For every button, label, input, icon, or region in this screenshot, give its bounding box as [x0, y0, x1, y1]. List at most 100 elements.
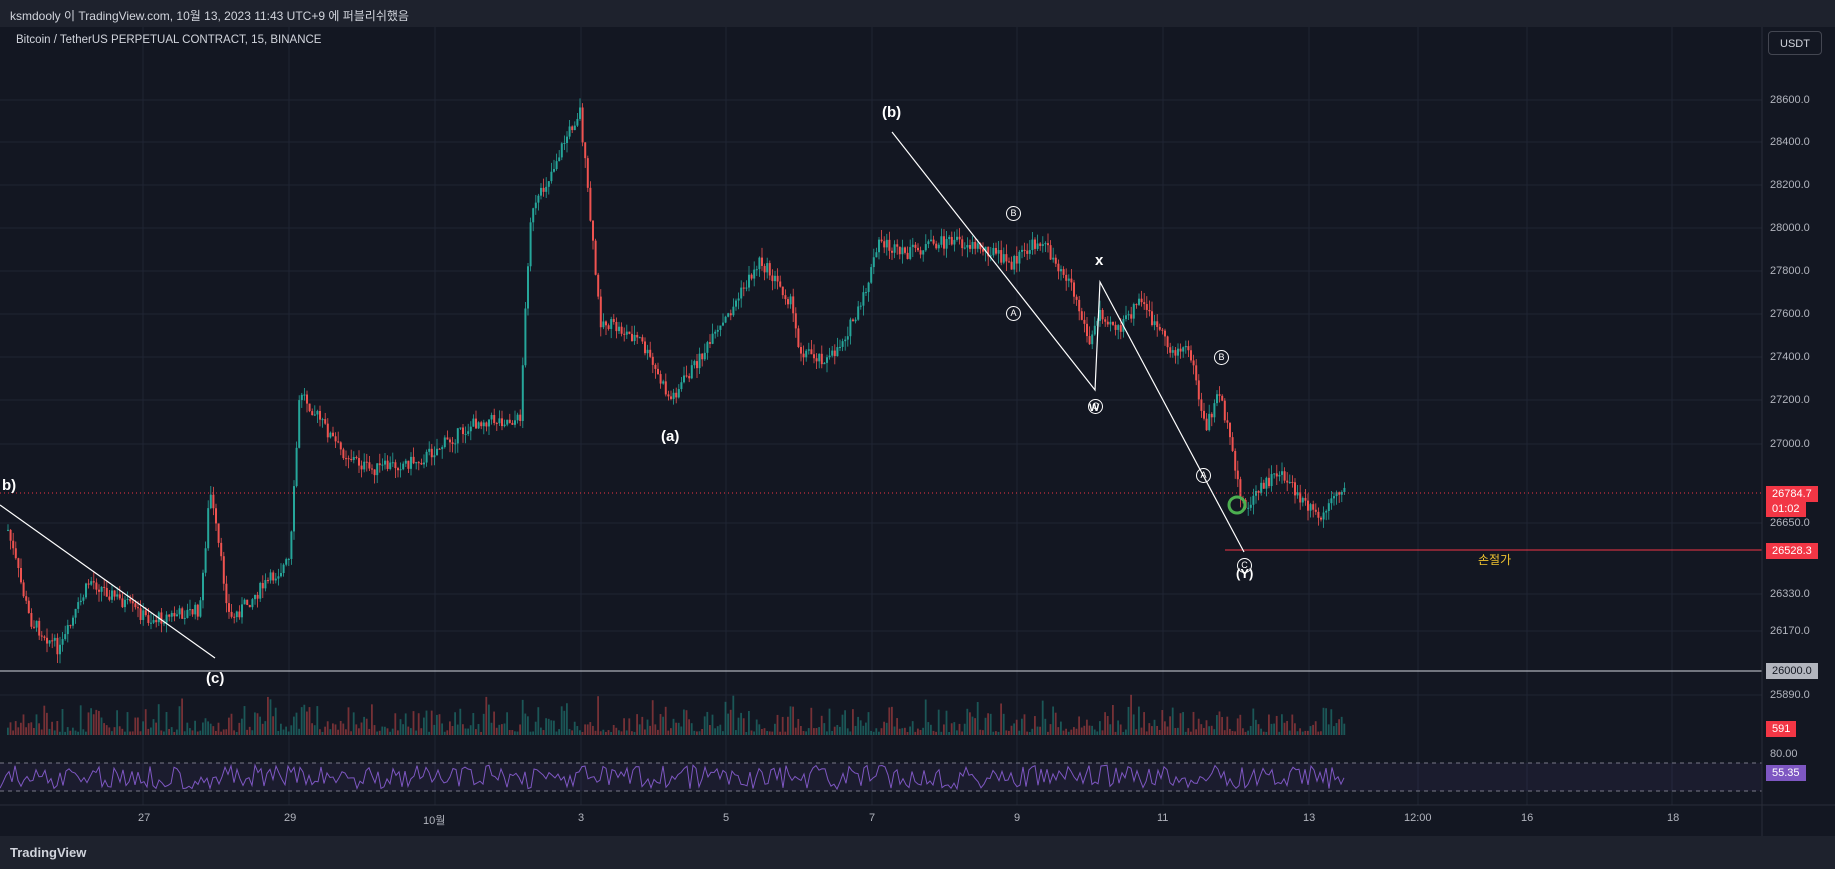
volume-bar	[1021, 718, 1023, 735]
volume-bar	[768, 731, 771, 735]
candle-body	[1070, 278, 1073, 283]
candle-body	[859, 305, 862, 307]
candle-body	[1195, 365, 1198, 381]
volume-bar	[680, 726, 683, 735]
volume-bar	[1151, 726, 1153, 735]
volume-bar	[264, 721, 267, 735]
volume-bar	[74, 730, 77, 735]
volume-bar	[953, 722, 956, 735]
volume-bar	[222, 729, 225, 735]
volume-bar	[807, 728, 810, 735]
candle-body	[560, 143, 563, 158]
candle-body	[51, 640, 54, 642]
volume-bar	[888, 707, 891, 735]
candle-body	[995, 247, 997, 254]
volume-bar	[495, 727, 498, 735]
candle-body	[1343, 487, 1346, 493]
volume-bar	[20, 722, 22, 735]
candle-body	[454, 443, 457, 445]
candle-body	[563, 143, 566, 145]
candle-body	[215, 508, 217, 524]
volume-bar	[1322, 707, 1325, 735]
candle-body	[1262, 482, 1265, 489]
candle-body	[1125, 315, 1127, 320]
volume-bar	[1270, 723, 1273, 735]
volume-bar	[607, 730, 610, 735]
volume-bar	[1260, 728, 1262, 735]
candle-body	[992, 247, 995, 256]
volume-bar	[350, 731, 352, 735]
volume-bar	[711, 714, 714, 735]
circle-label-B2: B	[1214, 350, 1229, 365]
volume-bar	[948, 731, 950, 735]
candle-body	[196, 604, 199, 617]
volume-bar	[1296, 731, 1299, 735]
price-tick: 26650.0	[1770, 517, 1810, 529]
candle-body	[911, 244, 914, 248]
volume-bar	[90, 708, 92, 735]
candle-body	[1023, 249, 1026, 251]
candle-body	[373, 469, 376, 476]
candle-body	[849, 319, 852, 337]
volume-bar	[116, 710, 118, 735]
volume-bar	[462, 724, 464, 735]
volume-bar	[430, 710, 433, 735]
volume-bar	[672, 718, 675, 735]
candle-body	[1151, 311, 1153, 326]
candle-body	[121, 598, 124, 608]
tradingview-brand[interactable]: TradingView	[10, 845, 87, 860]
volume-bar	[449, 721, 451, 735]
volume-bar	[833, 726, 836, 735]
candle-body	[168, 614, 171, 617]
candle-body	[1286, 480, 1289, 483]
volume-bar	[745, 731, 748, 735]
candle-body	[516, 414, 519, 421]
candle-body	[495, 422, 498, 424]
candle-body	[1312, 504, 1315, 510]
candle-body	[319, 410, 321, 420]
currency-button[interactable]: USDT	[1768, 31, 1822, 55]
candle-body	[948, 236, 951, 240]
candle-body	[493, 415, 496, 423]
volume-bar	[173, 731, 176, 735]
volume-bar	[77, 731, 79, 735]
candle-body	[932, 239, 935, 244]
candle-body	[553, 169, 555, 172]
candle-body	[165, 614, 168, 623]
volume-bar	[1054, 712, 1057, 735]
candle-body	[1080, 311, 1083, 320]
volume-bar	[12, 730, 14, 735]
trendline-1[interactable]	[0, 504, 216, 659]
wave-label-c: (c)	[206, 670, 225, 687]
candle-body	[27, 600, 30, 614]
chart-area[interactable]	[0, 27, 1835, 836]
wave-lines[interactable]	[891, 131, 1245, 553]
candle-body	[703, 352, 706, 360]
candle-body	[755, 269, 758, 271]
volume-bar	[919, 729, 922, 735]
volume-bar	[280, 723, 282, 735]
volume-bar	[1130, 694, 1132, 735]
candle-body	[298, 400, 301, 448]
volume-bar	[118, 726, 121, 735]
volume-bar	[56, 720, 59, 735]
volume-bar	[644, 729, 646, 735]
candle-body	[823, 362, 826, 365]
symbol-title[interactable]: Bitcoin / TetherUS PERPETUAL CONTRACT, 1…	[16, 34, 322, 46]
candlestick-series	[7, 98, 1346, 664]
volume-bar	[1112, 705, 1114, 735]
volume-bar	[386, 728, 389, 735]
candle-body	[87, 583, 90, 585]
candle-body	[43, 636, 46, 638]
candle-body	[511, 422, 514, 425]
candle-body	[1236, 470, 1239, 480]
volume-bar	[620, 731, 623, 735]
volume-bar	[326, 721, 329, 735]
volume-bar	[971, 716, 974, 735]
volume-bar	[1216, 715, 1218, 735]
volume-bar	[693, 730, 696, 735]
candle-body	[610, 319, 613, 329]
candle-body	[363, 461, 366, 470]
volume-bar	[152, 719, 155, 735]
